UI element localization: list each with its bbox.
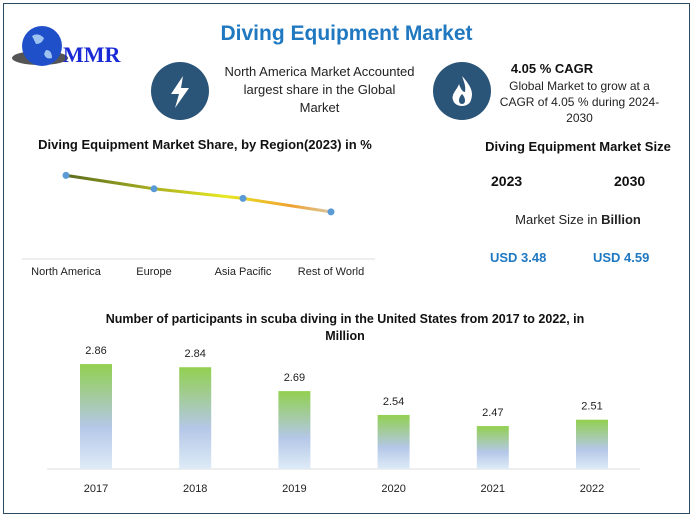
x-tick-label: 2018 (183, 483, 207, 495)
line-chart: North America Europe Asia Pacific Rest of W… (22, 171, 375, 278)
bar (278, 391, 311, 469)
bar (80, 364, 112, 469)
bar-chart-title: Number of participants in scuba diving i… (105, 312, 585, 343)
market-size-title: Diving Equipment Market Size (485, 139, 671, 154)
x-tick-label: Europe (136, 266, 171, 278)
data-point (62, 171, 70, 179)
x-tick-label: Rest of World (298, 266, 364, 278)
flame-icon (433, 62, 491, 120)
infographic-frame (3, 3, 690, 514)
cagr-text: Global Market to grow at a CAGR of 4.05 … (499, 79, 660, 125)
logo-text: MMR (63, 42, 121, 67)
x-tick-label: 2017 (84, 483, 108, 495)
year-2023: 2023 (491, 173, 523, 189)
data-point (239, 194, 247, 202)
lightning-icon (151, 62, 209, 120)
cagr-heading: 4.05 % CAGR (510, 61, 594, 76)
line-chart-title: Diving Equipment Market Share, by Region… (38, 137, 372, 152)
bar (179, 367, 212, 469)
mmr-logo (10, 20, 140, 75)
x-tick-label: Asia Pacific (215, 266, 272, 278)
data-label: 2.86 (85, 345, 106, 357)
globe-icon (12, 26, 68, 66)
data-point (327, 208, 335, 216)
bar (476, 426, 509, 469)
bar-chart: 2.86 2017 2.84 2018 2.69 2019 2.54 2020 2.47 2021… (47, 345, 640, 495)
year-2030: 2030 (614, 173, 646, 189)
data-label: 2.69 (284, 372, 305, 384)
x-tick-label: 2022 (580, 483, 604, 495)
bar (576, 419, 608, 469)
data-label: 2.51 (581, 401, 602, 413)
data-point (150, 185, 158, 193)
x-tick-label: 2019 (282, 483, 306, 495)
x-tick-label: 2020 (381, 483, 405, 495)
unit-prefix: Market Size in (515, 212, 602, 227)
unit-bold: Billion (601, 212, 641, 227)
data-label: 2.47 (482, 407, 503, 419)
x-tick-label: 2021 (481, 483, 505, 495)
value-2030: USD 4.59 (593, 250, 650, 265)
highlight-text: North America Market Accounted largest s… (224, 64, 415, 115)
bar (377, 414, 410, 469)
page-title: Diving Equipment Market (220, 22, 473, 45)
x-tick-label: North America (31, 266, 102, 278)
market-size-unit: Market Size in Billion (478, 212, 678, 227)
value-2023: USD 3.48 (490, 250, 547, 265)
data-label: 2.54 (383, 396, 404, 408)
series-line (65, 173, 332, 214)
data-label: 2.84 (184, 348, 205, 360)
